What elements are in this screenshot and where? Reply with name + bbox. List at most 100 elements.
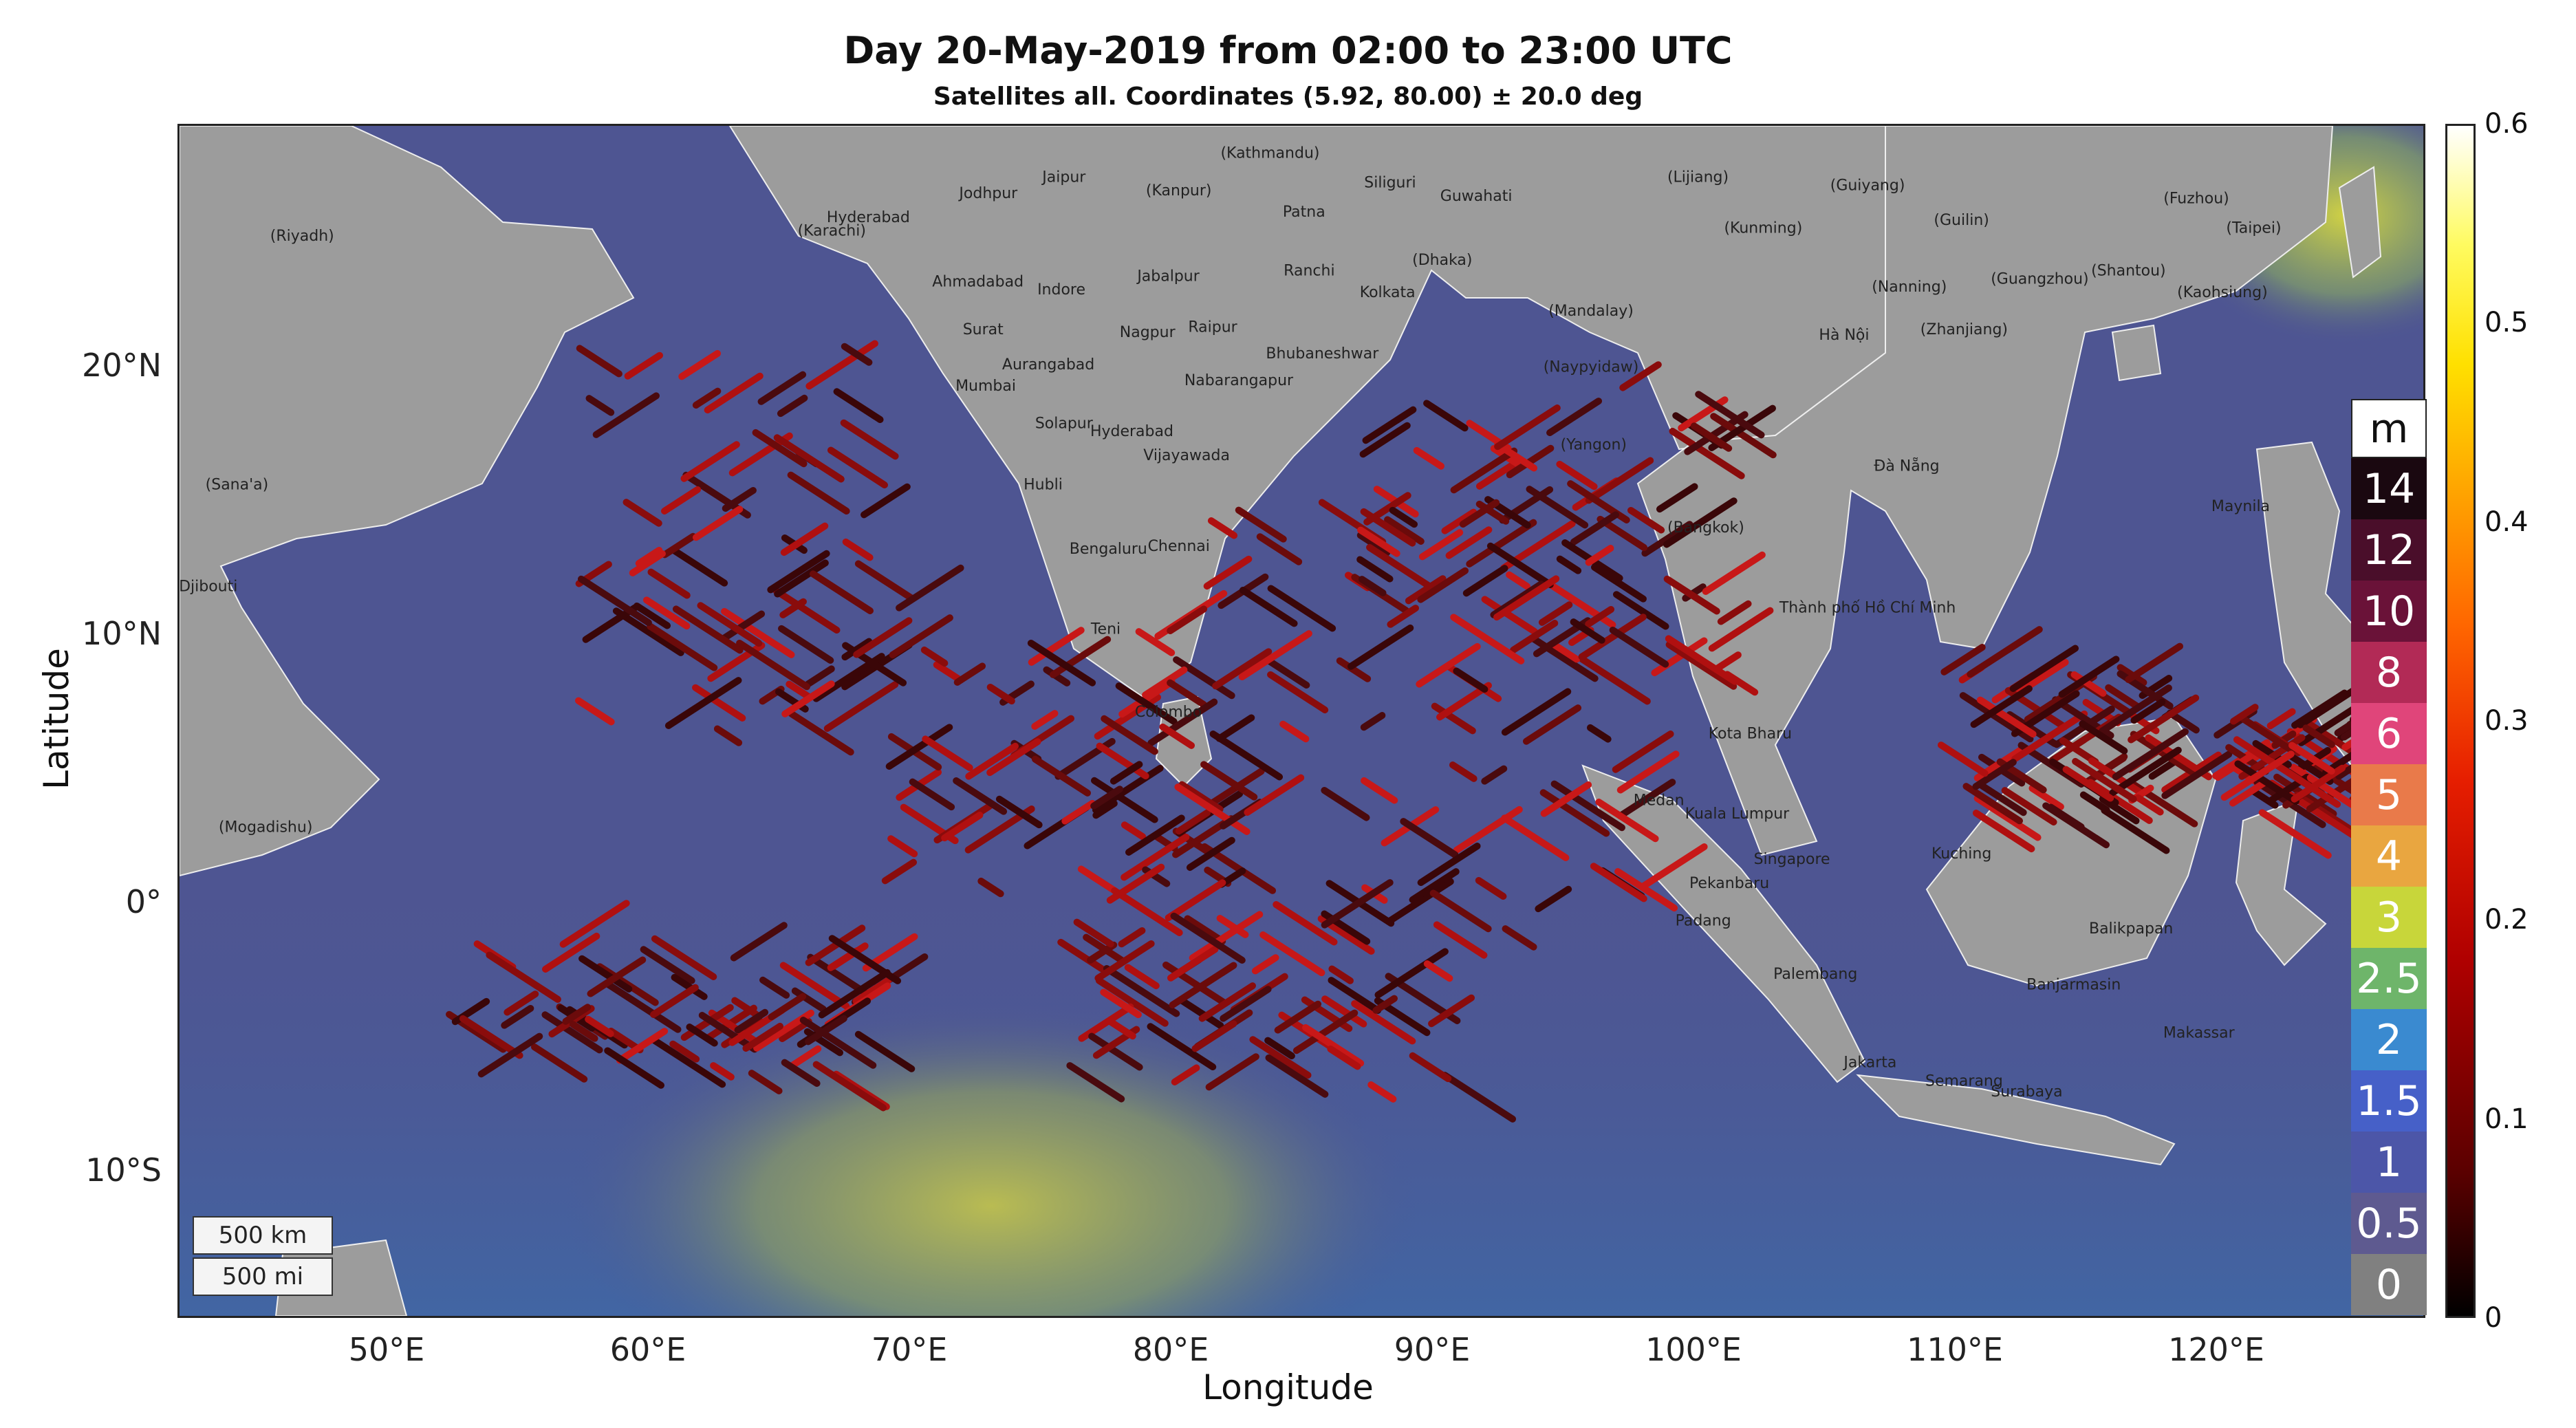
track-segment: [736, 639, 810, 691]
track-segment: [1640, 843, 1708, 890]
x-tick-label: 60°E: [609, 1331, 686, 1368]
track-segment: [542, 932, 600, 973]
track-segment: [1203, 555, 1253, 590]
place-label: Nabarangapur: [1184, 372, 1294, 389]
track-segment: [2266, 708, 2296, 730]
track-segment: [1259, 931, 1325, 977]
land-hainan: [2111, 324, 2162, 382]
track-segment: [1265, 1054, 1329, 1098]
place-label: (Guiyang): [1830, 177, 1905, 194]
place-label: Ahmadabad: [932, 273, 1024, 290]
track-segment: [1205, 1053, 1259, 1091]
track-segment: [1088, 1032, 1143, 1071]
track-segment: [1118, 678, 1176, 718]
track-segment: [1526, 486, 1589, 529]
track-segment: [575, 697, 615, 726]
track-segment: [1494, 441, 1538, 472]
track-segment: [2112, 728, 2189, 781]
track-segment: [742, 1022, 783, 1052]
map-frame[interactable]: (Kathmandu) Jaipur (Kanpur) Siliguri Guwahat…: [177, 124, 2425, 1318]
place-label: Solapur: [1035, 415, 1094, 432]
track-segment: [2229, 779, 2269, 807]
track-segment: [1351, 999, 1416, 1045]
scale-bar-km: 500 km: [193, 1216, 333, 1255]
track-segment: [1165, 879, 1226, 922]
place-label: (Taipei): [2226, 220, 2281, 237]
place-label: Bengaluru: [1070, 541, 1147, 558]
track-segment: [2166, 709, 2200, 734]
track-segment: [577, 575, 652, 627]
track-segment: [643, 596, 691, 630]
track-segment: [1170, 912, 1246, 964]
place-label: (Mandalay): [1548, 303, 1634, 320]
track-segment: [1940, 644, 1986, 675]
place-label: Nagpur: [1120, 324, 1176, 341]
track-segment: [504, 991, 539, 1016]
track-segment: [1494, 404, 1561, 451]
place-label: Hà Nội: [1819, 327, 1869, 344]
track-segment: [1546, 398, 1603, 437]
track-segment: [623, 499, 662, 527]
map-canvas[interactable]: (Kathmandu) Jaipur (Kanpur) Siliguri Guwahat…: [180, 126, 2423, 1316]
track-segment: [1578, 614, 1647, 660]
track-segment: [953, 777, 1008, 815]
track-segment: [2009, 645, 2079, 692]
track-segment: [759, 976, 790, 999]
track-segment: [1220, 986, 1272, 1022]
track-segment: [1937, 742, 1989, 777]
track-segment: [786, 680, 814, 701]
track-segment: [1103, 964, 1180, 1017]
place-label: Balikpapan: [2089, 920, 2173, 938]
track-segment: [2072, 757, 2137, 803]
track-segment: [1031, 710, 1059, 730]
track-segment: [2079, 791, 2110, 814]
track-segment: [1462, 565, 1508, 597]
track-segment: [2130, 731, 2200, 779]
track-segment: [680, 441, 740, 482]
place-label: Ranchi: [1284, 263, 1334, 280]
track-segment: [1142, 666, 1188, 699]
x-tick-label: 50°E: [348, 1331, 425, 1368]
track-segment: [2028, 784, 2064, 810]
legend-unit: m: [2351, 399, 2427, 458]
track-segment: [1372, 995, 1398, 1014]
y-axis-label: Latitude: [36, 648, 76, 790]
y-tick-label: 10°N: [82, 615, 162, 653]
track-segment: [778, 625, 834, 664]
place-label: Raipur: [1188, 318, 1237, 336]
track-segment: [767, 550, 830, 594]
track-segment: [1535, 885, 1572, 913]
track-segment: [752, 429, 808, 468]
track-segment: [1189, 911, 1264, 962]
land-taiwan: [2338, 166, 2382, 279]
place-label: (Kanpur): [1146, 182, 1212, 199]
track-segment: [678, 349, 721, 380]
track-segment: [692, 387, 722, 409]
place-label: (Guangzhou): [1991, 270, 2088, 288]
place-label: Surat: [963, 321, 1004, 338]
track-segment: [721, 607, 795, 658]
track-segment: [1115, 682, 1178, 725]
track-segment: [1538, 601, 1573, 626]
track-segment: [501, 1004, 534, 1029]
track-segment: [647, 623, 718, 671]
track-segment: [1111, 887, 1183, 936]
track-segment: [1428, 994, 1475, 1028]
place-label: Makassar: [2163, 1025, 2236, 1042]
track-segment: [1198, 982, 1256, 1022]
x-axis-label: Longitude: [1202, 1367, 1374, 1407]
place-label: Bhubaneshwar: [1266, 345, 1379, 363]
track-segment: [1695, 391, 1765, 439]
place-label: (Sana'a): [206, 477, 269, 494]
track-segment: [1238, 630, 1312, 681]
track-segment: [2099, 684, 2172, 735]
track-segment: [1493, 575, 1560, 621]
track-segment: [1539, 789, 1610, 837]
track-segment: [1360, 712, 1386, 731]
track-segment: [1173, 656, 1235, 700]
track-segment: [1207, 517, 1238, 539]
track-segment: [922, 735, 973, 772]
track-segment: [780, 522, 829, 556]
track-segment: [1092, 800, 1118, 819]
track-segment: [1973, 794, 2042, 841]
